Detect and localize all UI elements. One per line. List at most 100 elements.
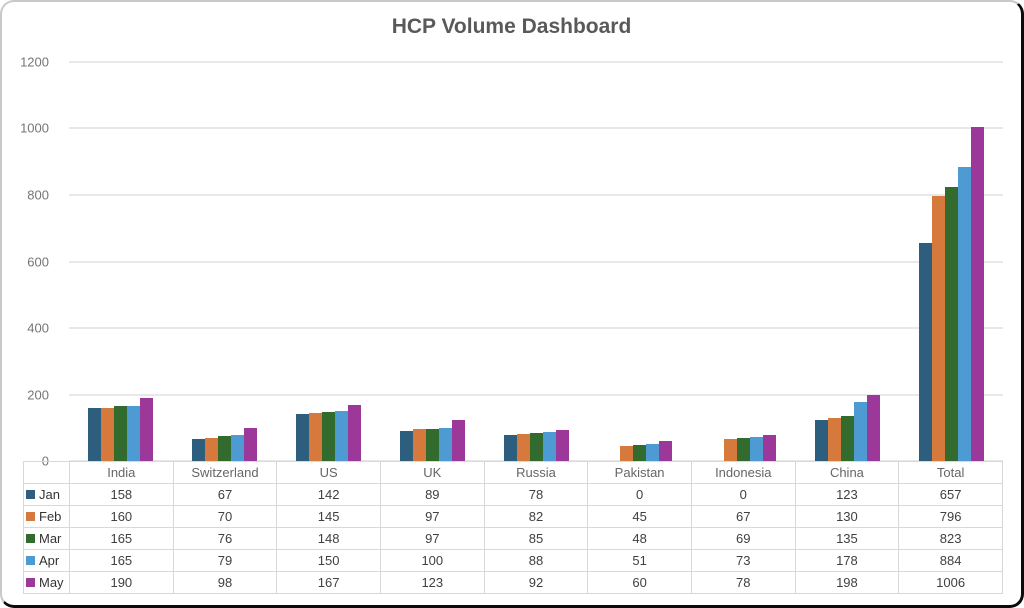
bar-may-india	[140, 397, 154, 461]
column-header-uk: UK	[379, 461, 485, 484]
bar-mar-us	[321, 411, 335, 461]
bar-mar-total	[944, 187, 958, 461]
legend-cell-mar: Mar	[23, 527, 70, 550]
bar-mar-pakistan	[633, 445, 647, 461]
bar-mar-india	[114, 406, 128, 461]
legend-label-mar: Mar	[39, 531, 62, 546]
bar-mar-china	[840, 416, 854, 461]
column-header-total: Total	[898, 461, 1003, 484]
value-cell-jan-india: 158	[69, 483, 174, 506]
value-cell-mar-china: 135	[794, 527, 900, 550]
data-table-container: India Switzerland US UK Russia Pakistan Indone…	[23, 461, 1003, 594]
value-cell-apr-us: 150	[276, 549, 381, 572]
legend-cell-jan: Jan	[23, 483, 70, 506]
value-cell-feb-uk: 97	[379, 505, 485, 528]
plot-area: 0 200 400 600 800 1000 1200	[20, 55, 1003, 469]
bar-group-switzerland	[173, 62, 277, 461]
chart-title: HCP Volume Dashboard	[391, 15, 632, 38]
value-cell-may-us: 167	[276, 571, 381, 594]
bar-jan-uk	[399, 431, 413, 461]
table-corner-cell	[23, 461, 70, 484]
bar-group-uk	[380, 62, 484, 461]
legend-swatch-may	[26, 578, 35, 587]
bar-feb-switzerland	[205, 437, 219, 461]
value-cell-jan-total: 657	[898, 483, 1003, 506]
bar-apr-pakistan	[646, 444, 660, 461]
column-header-us: US	[276, 461, 381, 484]
bar-jan-total	[918, 242, 932, 461]
value-cell-apr-switzerland: 79	[172, 549, 278, 572]
value-cell-feb-russia: 82	[483, 505, 589, 528]
table-row-feb: Feb 160 70 145 97 82 45 67 130 796	[23, 505, 1003, 528]
gridline-200	[69, 393, 1003, 396]
legend-cell-apr: Apr	[23, 549, 70, 572]
y-axis-tick-label-200: 200	[27, 387, 49, 402]
bar-apr-indonesia	[750, 436, 764, 461]
value-cell-may-russia: 92	[483, 571, 589, 594]
bar-jan-switzerland	[192, 438, 206, 461]
legend-label-may: May	[39, 575, 64, 590]
value-cell-mar-india: 165	[69, 527, 174, 550]
column-header-pakistan: Pakistan	[587, 461, 692, 484]
value-cell-apr-indonesia: 73	[690, 549, 796, 572]
gridline-800	[69, 193, 1003, 196]
bar-may-china	[866, 395, 880, 461]
value-cell-jan-uk: 89	[379, 483, 485, 506]
legend-swatch-mar	[26, 534, 35, 543]
bar-group-russia	[484, 62, 588, 461]
value-cell-may-uk: 123	[379, 571, 485, 594]
bar-feb-pakistan	[620, 446, 634, 461]
value-cell-may-pakistan: 60	[587, 571, 692, 594]
value-cell-may-india: 190	[69, 571, 174, 594]
value-cell-mar-total: 823	[898, 527, 1003, 550]
value-cell-may-switzerland: 98	[172, 571, 278, 594]
value-cell-mar-pakistan: 48	[587, 527, 692, 550]
y-axis-tick-label-400: 400	[27, 320, 49, 336]
gridline-400	[69, 326, 1003, 329]
bar-group-total	[899, 62, 1003, 461]
value-cell-may-china: 198	[794, 571, 900, 594]
bar-jan-us	[295, 413, 309, 461]
value-cell-feb-indonesia: 67	[690, 505, 796, 528]
bar-group-indonesia	[692, 62, 796, 461]
legend-label-jan: Jan	[39, 487, 60, 502]
value-cell-jan-indonesia: 0	[690, 483, 796, 506]
bar-feb-india	[101, 407, 115, 461]
bar-may-total	[970, 126, 984, 461]
bar-feb-us	[308, 412, 322, 461]
value-cell-may-indonesia: 78	[690, 571, 796, 594]
legend-swatch-feb	[26, 512, 35, 521]
value-cell-mar-switzerland: 76	[172, 527, 278, 550]
bar-may-us	[347, 405, 361, 461]
gridline-600	[69, 260, 1003, 263]
bar-groups	[69, 62, 1003, 461]
value-cell-feb-switzerland: 70	[172, 505, 278, 528]
data-table: India Switzerland US UK Russia Pakistan Indone…	[23, 461, 1003, 594]
bar-may-pakistan	[659, 441, 673, 461]
value-cell-apr-pakistan: 51	[587, 549, 692, 572]
bar-apr-india	[127, 406, 141, 461]
bar-mar-indonesia	[737, 438, 751, 461]
gridline-1200	[69, 61, 1003, 63]
bar-may-russia	[555, 430, 569, 461]
bar-apr-us	[334, 411, 348, 461]
bar-group-pakistan	[588, 62, 692, 461]
bar-feb-china	[827, 417, 841, 461]
column-header-india: India	[69, 461, 174, 484]
value-cell-apr-uk: 100	[379, 549, 485, 572]
bar-apr-china	[853, 401, 867, 461]
bar-jan-china	[814, 420, 828, 461]
bar-jan-india	[88, 408, 102, 461]
value-cell-apr-china: 178	[794, 549, 900, 572]
legend-swatch-jan	[26, 490, 35, 499]
column-header-switzerland: Switzerland	[172, 461, 278, 484]
value-cell-feb-us: 145	[276, 505, 381, 528]
bar-feb-uk	[412, 428, 426, 461]
value-cell-feb-total: 796	[898, 505, 1003, 528]
table-row-may: May 190 98 167 123 92 60 78 198 1006	[23, 571, 1003, 594]
bar-apr-total	[957, 167, 971, 461]
bar-jan-russia	[503, 435, 517, 461]
bar-mar-switzerland	[218, 435, 232, 461]
column-header-indonesia: Indonesia	[690, 461, 796, 484]
